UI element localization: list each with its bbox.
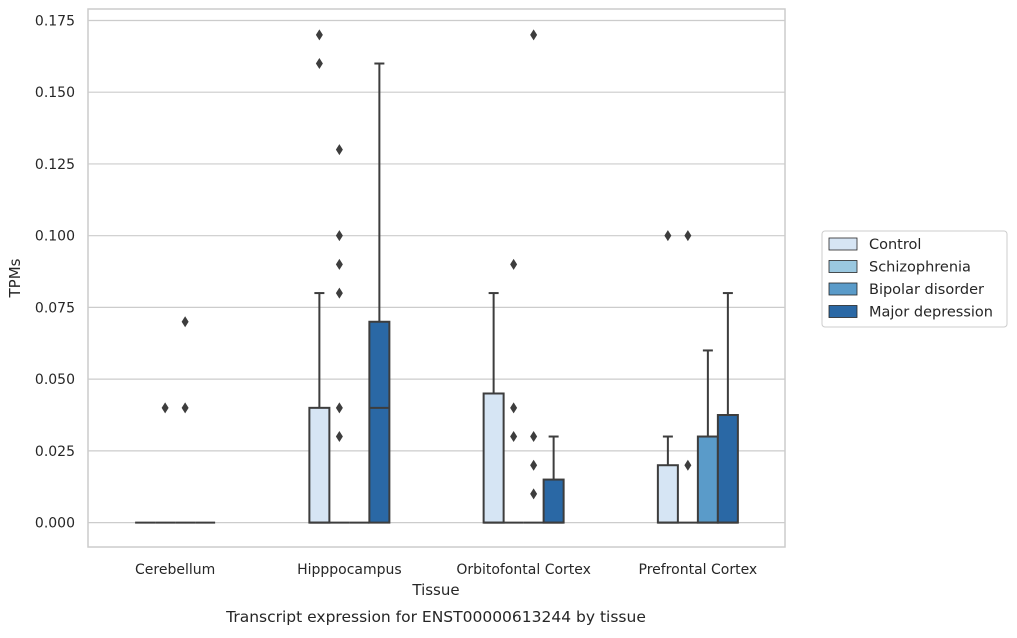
outlier-point bbox=[684, 459, 692, 471]
outlier-point bbox=[315, 29, 323, 41]
box-group bbox=[716, 292, 739, 524]
box-rect bbox=[308, 406, 331, 524]
box-rect bbox=[368, 320, 391, 524]
legend-swatch bbox=[828, 237, 858, 251]
box-group bbox=[656, 230, 679, 524]
series-group bbox=[135, 29, 679, 524]
series-group bbox=[195, 62, 739, 524]
plot-frame bbox=[87, 8, 786, 548]
box-group bbox=[155, 402, 176, 524]
legend-swatch bbox=[828, 305, 858, 318]
outlier-point bbox=[335, 258, 343, 270]
outlier-point bbox=[664, 230, 672, 242]
y-tick-label: 0.125 bbox=[35, 157, 75, 173]
x-axis-ticks: Cerebellum Hipppocampus Orbitofontal Corte… bbox=[135, 562, 757, 578]
y-tick-label: 0.100 bbox=[35, 229, 75, 245]
outlier-point bbox=[335, 402, 343, 414]
x-tick-label: Orbitofontal Cortex bbox=[456, 562, 591, 578]
outlier-point bbox=[530, 29, 538, 41]
box-group bbox=[329, 144, 350, 524]
outlier-point bbox=[684, 230, 692, 242]
x-axis-title: Tissue bbox=[411, 581, 459, 599]
legend: Control Schizophrenia Bipolar disorder Majo… bbox=[821, 230, 1008, 328]
box-group bbox=[542, 435, 565, 524]
outlier-point bbox=[181, 402, 189, 414]
outlier-point bbox=[530, 431, 538, 443]
y-tick-label: 0.075 bbox=[35, 300, 75, 316]
box-group bbox=[523, 29, 544, 524]
box-rect bbox=[542, 478, 565, 524]
box-rect bbox=[482, 392, 505, 524]
box-group bbox=[308, 29, 331, 524]
box-rect bbox=[656, 464, 679, 524]
outlier-point bbox=[335, 431, 343, 443]
box-rect bbox=[716, 414, 739, 524]
box-group bbox=[175, 316, 196, 524]
outlier-point bbox=[335, 144, 343, 156]
box-group bbox=[503, 258, 524, 524]
box-group bbox=[677, 230, 698, 524]
y-tick-label: 0.000 bbox=[35, 516, 75, 532]
y-axis-title: TPMs bbox=[6, 258, 24, 298]
series-group bbox=[155, 144, 698, 524]
outlier-point bbox=[510, 258, 518, 270]
y-tick-label: 0.050 bbox=[35, 372, 75, 388]
y-tick-label: 0.175 bbox=[35, 13, 75, 29]
x-tick-label: Prefrontal Cortex bbox=[639, 562, 758, 578]
y-axis-ticks: 0.000 0.025 0.050 0.075 0.100 0.125 0.150 0.175 bbox=[35, 13, 75, 531]
y-tick-label: 0.025 bbox=[35, 444, 75, 460]
outlier-point bbox=[181, 316, 189, 328]
legend-label: Major depression bbox=[869, 305, 993, 321]
outlier-point bbox=[161, 402, 169, 414]
y-tick-label: 0.150 bbox=[35, 85, 75, 101]
outlier-point bbox=[530, 488, 538, 500]
legend-swatch bbox=[828, 260, 858, 273]
box-rect bbox=[696, 435, 719, 524]
box-series bbox=[135, 29, 739, 524]
outlier-point bbox=[510, 431, 518, 443]
legend-swatch bbox=[828, 282, 858, 296]
legend-label: Bipolar disorder bbox=[869, 282, 984, 298]
outlier-point bbox=[335, 287, 343, 299]
box-group bbox=[368, 62, 391, 524]
box-group bbox=[482, 292, 505, 524]
outlier-point bbox=[335, 230, 343, 242]
legend-frame bbox=[821, 230, 1008, 328]
chart-caption: Transcript expression for ENST0000061324… bbox=[225, 608, 646, 626]
outlier-point bbox=[530, 459, 538, 471]
outlier-point bbox=[510, 402, 518, 414]
x-tick-label: Hipppocampus bbox=[297, 562, 402, 578]
legend-label: Schizophrenia bbox=[869, 260, 971, 276]
legend-label: Control bbox=[869, 237, 921, 253]
outlier-point bbox=[315, 58, 323, 70]
x-tick-label: Cerebellum bbox=[135, 562, 215, 578]
